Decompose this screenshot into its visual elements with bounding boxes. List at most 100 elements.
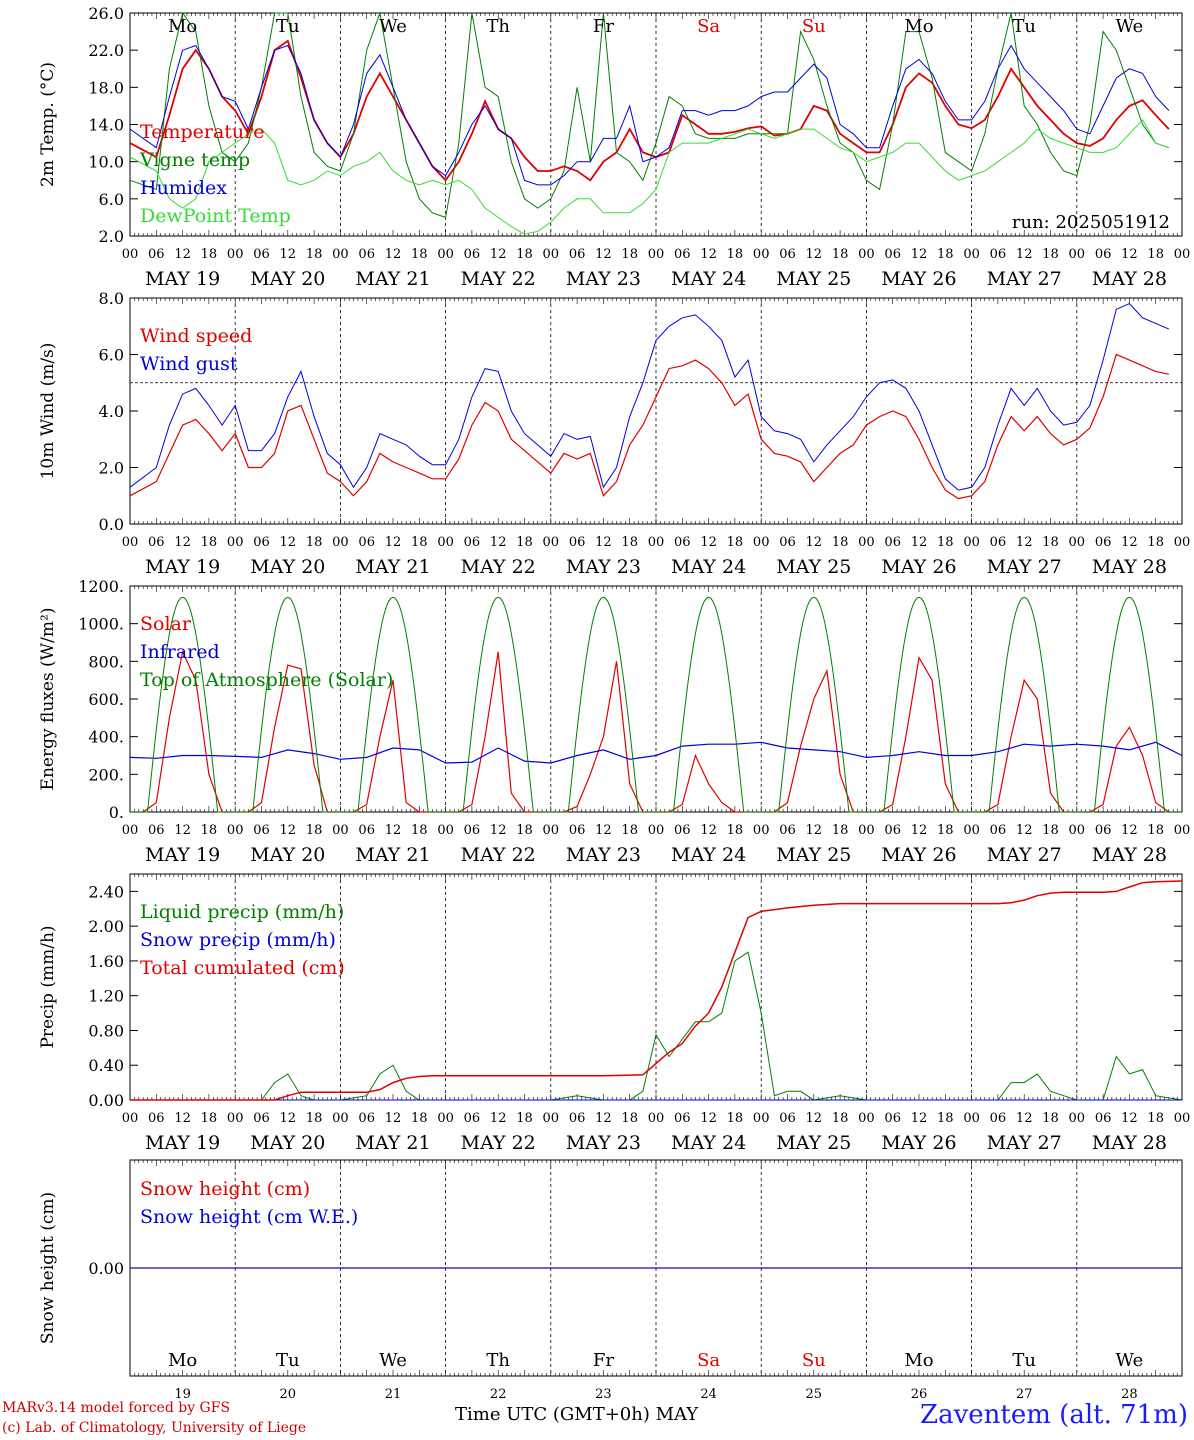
hour-label: 06 bbox=[148, 823, 165, 838]
legend-entry: Liquid precip (mm/h) bbox=[140, 901, 344, 923]
date-label: MAY 28 bbox=[1092, 844, 1167, 866]
series-line bbox=[129, 11, 1170, 219]
date-label: MAY 27 bbox=[987, 268, 1062, 290]
date-label: MAY 22 bbox=[461, 268, 536, 290]
hour-label: 12 bbox=[490, 1111, 507, 1126]
hour-label: 00 bbox=[122, 535, 139, 550]
date-label: MAY 26 bbox=[881, 1132, 956, 1154]
hour-label: 18 bbox=[1147, 247, 1164, 262]
legend-entry: Temperature bbox=[140, 121, 264, 143]
model-credit: MARv3.14 model forced by GFS bbox=[2, 1400, 231, 1416]
day-number: 21 bbox=[385, 1387, 402, 1402]
day-number: 20 bbox=[280, 1387, 297, 1402]
day-number: 28 bbox=[1121, 1387, 1138, 1402]
day-number: 26 bbox=[911, 1387, 928, 1402]
weekday-label: Mo bbox=[168, 1350, 197, 1371]
hour-label: 06 bbox=[674, 247, 691, 262]
legend-entry: Vigne temp bbox=[139, 149, 250, 171]
panel-temperature bbox=[129, 11, 1183, 237]
hour-label: 00 bbox=[543, 823, 560, 838]
hour-label: 06 bbox=[464, 823, 481, 838]
hour-label: 06 bbox=[1095, 535, 1112, 550]
hour-label: 12 bbox=[700, 247, 717, 262]
hour-label: 00 bbox=[858, 823, 875, 838]
hour-label: 18 bbox=[411, 823, 428, 838]
date-label: MAY 22 bbox=[461, 844, 536, 866]
hour-label: 06 bbox=[884, 823, 901, 838]
hour-label: 18 bbox=[832, 535, 849, 550]
hour-label: 12 bbox=[1121, 535, 1138, 550]
date-label: MAY 19 bbox=[145, 268, 220, 290]
hour-label: 06 bbox=[884, 1111, 901, 1126]
hour-label: 06 bbox=[1095, 823, 1112, 838]
y-tick-label: 200. bbox=[88, 765, 124, 784]
hour-label: 18 bbox=[1042, 1111, 1059, 1126]
hour-label: 18 bbox=[201, 1111, 218, 1126]
y-tick-label: 2.0 bbox=[99, 227, 124, 246]
y-tick-label: 1000. bbox=[78, 615, 124, 634]
hour-label: 00 bbox=[1174, 535, 1191, 550]
date-label: MAY 19 bbox=[145, 1132, 220, 1154]
y-tick-label: 0.00 bbox=[88, 1091, 124, 1110]
date-label: MAY 21 bbox=[355, 1132, 430, 1154]
date-label: MAY 24 bbox=[671, 268, 746, 290]
hour-label: 18 bbox=[937, 1111, 954, 1126]
hour-label: 06 bbox=[253, 247, 270, 262]
weekday-label: Fr bbox=[593, 16, 614, 37]
hour-label: 12 bbox=[1016, 247, 1033, 262]
date-label: MAY 28 bbox=[1092, 1132, 1167, 1154]
hour-label: 18 bbox=[727, 823, 744, 838]
legend-entry: Humidex bbox=[140, 177, 227, 199]
hour-label: 06 bbox=[990, 1111, 1007, 1126]
day-number: 22 bbox=[490, 1387, 507, 1402]
hour-label: 18 bbox=[621, 823, 638, 838]
weekday-label: Fr bbox=[593, 1350, 614, 1371]
hour-label: 00 bbox=[122, 247, 139, 262]
legend-entry: Snow precip (mm/h) bbox=[140, 929, 336, 951]
y-axis-label: Energy fluxes (W/m²) bbox=[38, 608, 58, 791]
date-label: MAY 25 bbox=[776, 268, 851, 290]
y-tick-label: 22.0 bbox=[88, 41, 124, 60]
date-label: MAY 20 bbox=[250, 268, 325, 290]
hour-label: 00 bbox=[648, 535, 665, 550]
hour-label: 18 bbox=[937, 247, 954, 262]
hour-label: 06 bbox=[569, 823, 586, 838]
hour-label: 06 bbox=[884, 247, 901, 262]
hour-label: 06 bbox=[779, 535, 796, 550]
hour-label: 00 bbox=[963, 823, 980, 838]
date-label: MAY 24 bbox=[671, 844, 746, 866]
legend-entry: Wind speed bbox=[140, 325, 252, 347]
hour-label: 06 bbox=[253, 823, 270, 838]
hour-label: 00 bbox=[1069, 1111, 1086, 1126]
hour-label: 12 bbox=[385, 535, 402, 550]
hour-label: 12 bbox=[1121, 1111, 1138, 1126]
weekday-label: Th bbox=[486, 1350, 510, 1371]
hour-label: 06 bbox=[358, 823, 375, 838]
date-label: MAY 28 bbox=[1092, 268, 1167, 290]
hour-label: 00 bbox=[227, 1111, 244, 1126]
date-label: MAY 26 bbox=[881, 556, 956, 578]
date-label: MAY 20 bbox=[250, 844, 325, 866]
y-tick-label: 0.0 bbox=[99, 515, 124, 534]
hour-label: 18 bbox=[727, 535, 744, 550]
y-tick-label: 0. bbox=[109, 803, 124, 822]
y-tick-label: 6.0 bbox=[99, 346, 124, 365]
hour-label: 00 bbox=[332, 823, 349, 838]
hour-label: 12 bbox=[1121, 247, 1138, 262]
hour-label: 00 bbox=[543, 535, 560, 550]
date-label: MAY 24 bbox=[671, 1132, 746, 1154]
hour-label: 06 bbox=[358, 535, 375, 550]
hour-label: 00 bbox=[122, 823, 139, 838]
legend-entry: Top of Atmosphere (Solar) bbox=[140, 669, 393, 691]
y-axis-label: 2m Temp. (°C) bbox=[38, 62, 58, 187]
hour-label: 18 bbox=[1042, 823, 1059, 838]
hour-label: 00 bbox=[963, 247, 980, 262]
hour-label: 12 bbox=[280, 247, 297, 262]
hour-label: 12 bbox=[911, 535, 928, 550]
date-label: MAY 22 bbox=[461, 556, 536, 578]
date-label: MAY 23 bbox=[566, 1132, 641, 1154]
hour-label: 06 bbox=[148, 1111, 165, 1126]
hour-label: 00 bbox=[753, 1111, 770, 1126]
hour-label: 06 bbox=[779, 1111, 796, 1126]
weekday-label: Mo bbox=[904, 1350, 933, 1371]
